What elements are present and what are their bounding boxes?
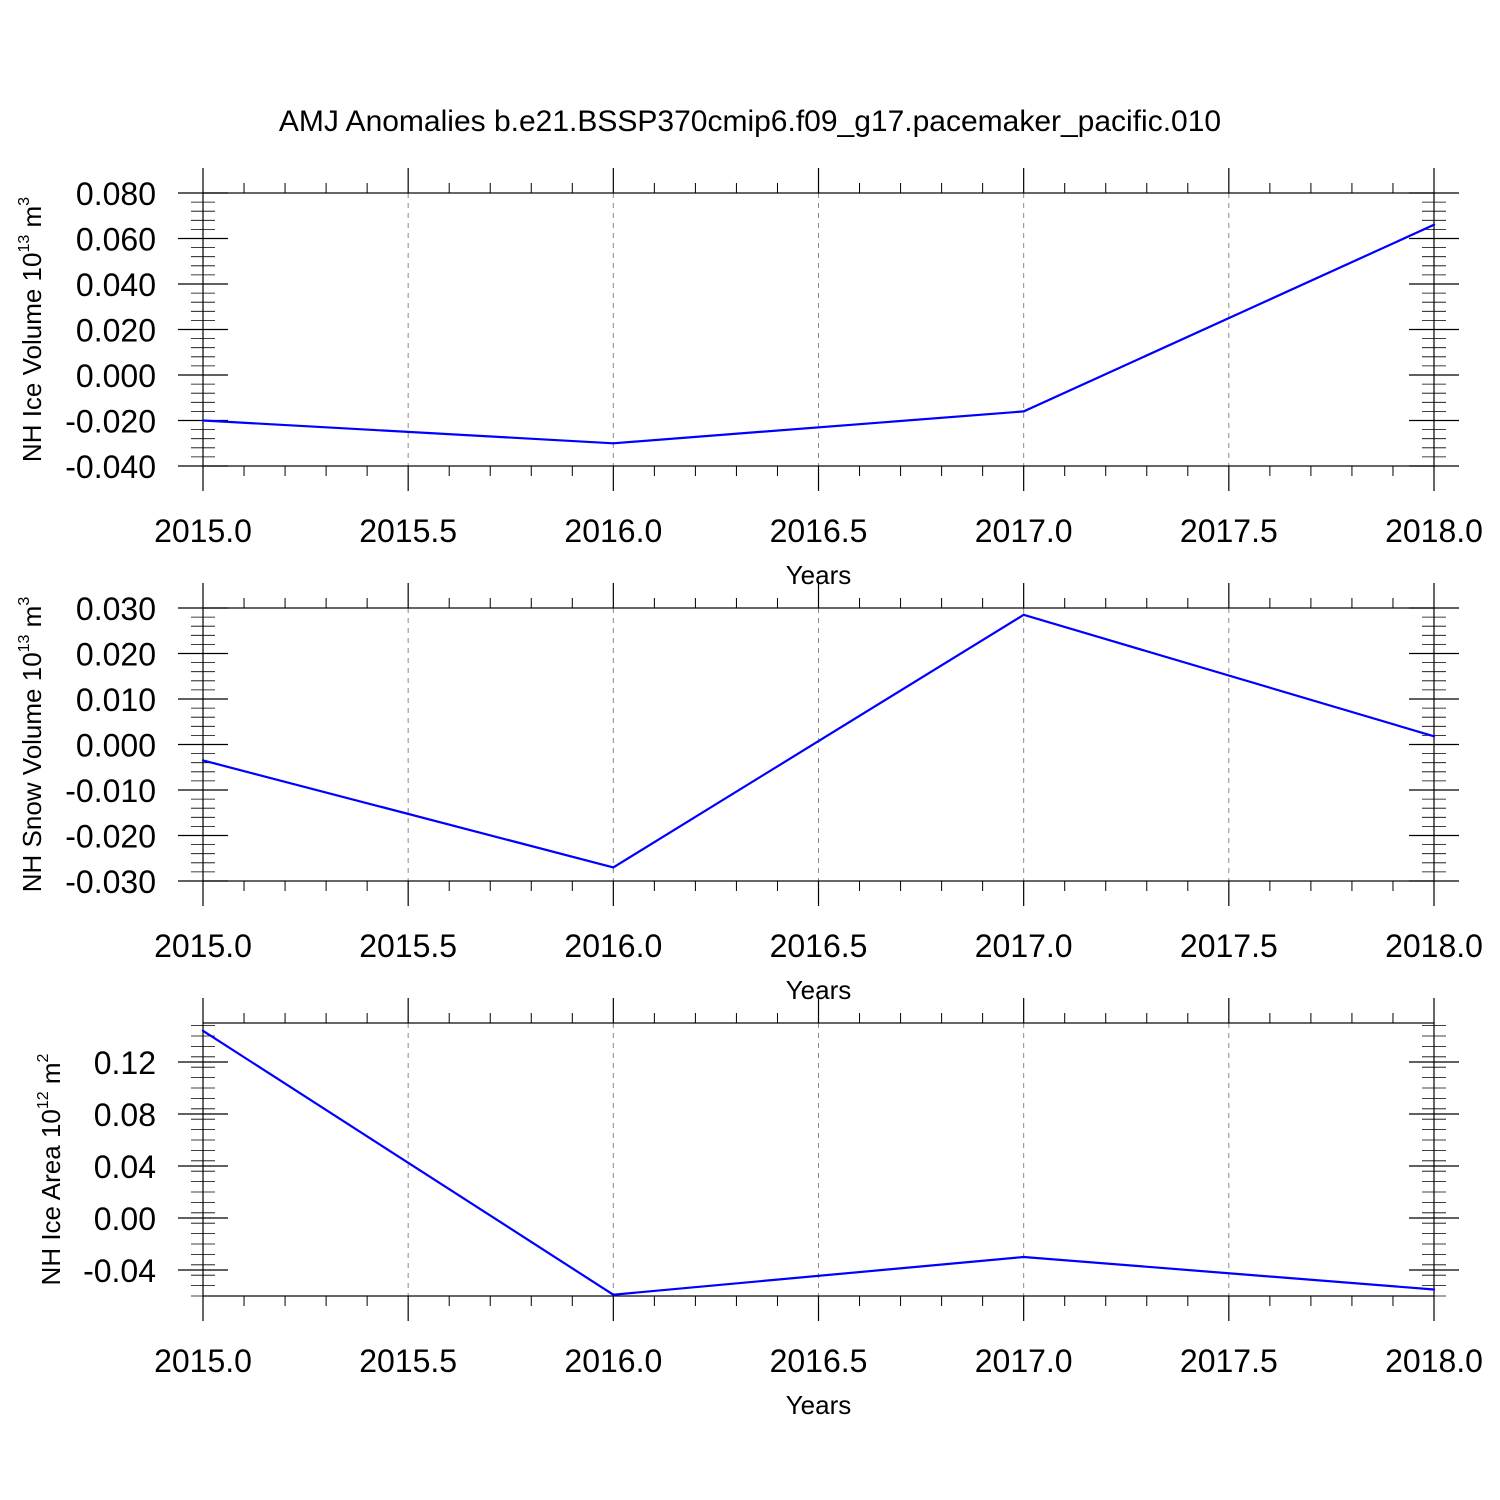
y-tick-label: -0.020 (65, 404, 156, 440)
y-axis-title-exponent: 12 (35, 1091, 52, 1109)
y-axis-title: NH Ice Volume 1013 m3 (16, 197, 47, 462)
y-tick-label: -0.010 (65, 773, 156, 809)
y-tick-label: 0.020 (76, 637, 156, 673)
x-tick-label: 2017.0 (975, 513, 1073, 549)
data-point (1022, 613, 1025, 617)
data-point (201, 419, 205, 422)
x-tick-label: 2017.5 (1180, 928, 1278, 964)
x-tick-label: 2016.5 (770, 928, 868, 964)
y-tick-label: 0.040 (76, 267, 156, 303)
x-tick-label: 2015.0 (154, 513, 252, 549)
data-point (1432, 223, 1436, 227)
x-tick-label: 2018.0 (1385, 513, 1483, 549)
y-axis-title-unit: m (17, 206, 47, 235)
data-point (1022, 410, 1025, 413)
y-tick-label: 0.08 (94, 1097, 156, 1133)
data-point (1022, 1255, 1025, 1259)
x-tick-label: 2016.5 (770, 1343, 868, 1379)
x-axis-title: Years (786, 1390, 852, 1420)
series-line (202, 613, 1435, 869)
x-tick-label: 2017.5 (1180, 1343, 1278, 1379)
y-tick-label: 0.030 (76, 591, 156, 627)
x-tick-label: 2017.5 (1180, 513, 1278, 549)
x-tick-label: 2016.0 (564, 1343, 662, 1379)
y-axis-title-text: NH Ice Volume 10 (17, 253, 47, 463)
data-point (1432, 1288, 1436, 1291)
y-tick-label: 0.000 (76, 358, 156, 394)
x-tick-label: 2015.0 (154, 928, 252, 964)
panel-3: 2015.0 2015.5 2016.0 2016.5 2017.0 2017.5 2018… (35, 998, 1483, 1420)
x-tick-label: 2015.5 (359, 928, 457, 964)
data-point (201, 759, 205, 762)
x-tick-label: 2016.0 (564, 513, 662, 549)
y-axis-title-unit: m (17, 606, 47, 635)
y-tick-label: -0.04 (83, 1253, 156, 1289)
x-tick-label: 2016.5 (770, 513, 868, 549)
y-axis-title-unit: m (36, 1062, 66, 1091)
y-tick-label: 0.020 (76, 313, 156, 349)
y-axis-title: NH Ice Area 1012 m2 (35, 1053, 66, 1285)
panel-1: 2015.0 2015.5 2016.0 2016.5 2017.0 2017.5 2018… (16, 168, 1483, 590)
x-tick-label: 2017.0 (975, 928, 1073, 964)
y-tick-label: 0.060 (76, 222, 156, 258)
x-tick-label: 2018.0 (1385, 928, 1483, 964)
x-tick-label: 2018.0 (1385, 1343, 1483, 1379)
x-tick-label: 2015.5 (359, 513, 457, 549)
y-tick-label: 0.00 (94, 1201, 156, 1237)
y-axis-title-text: NH Ice Area 10 (36, 1109, 66, 1285)
data-point (612, 1293, 615, 1296)
figure-title: AMJ Anomalies b.e21.BSSP370cmip6.f09_g17… (279, 105, 1221, 138)
y-tick-label: -0.040 (65, 449, 156, 485)
y-tick-label: 0.04 (94, 1149, 156, 1185)
data-point (612, 442, 615, 445)
panels: 2015.0 2015.5 2016.0 2016.5 2017.0 2017.5 2018… (16, 168, 1483, 1420)
panel-2: 2015.0 2015.5 2016.0 2016.5 2017.0 2017.5 2018… (16, 583, 1483, 1005)
data-point (1432, 735, 1436, 738)
y-axis-title-text: NH Snow Volume 10 (17, 652, 47, 892)
y-axis-title: NH Snow Volume 1013 m3 (16, 597, 47, 893)
y-axis-title-exponent: 13 (16, 235, 33, 253)
x-tick-label: 2015.0 (154, 1343, 252, 1379)
data-point (201, 1029, 205, 1033)
y-tick-label: 0.010 (76, 682, 156, 718)
y-tick-label: -0.020 (65, 819, 156, 855)
data-point (612, 866, 615, 869)
y-tick-label: -0.030 (65, 864, 156, 900)
y-axis-title-exponent: 13 (16, 634, 33, 652)
y-axis-title-unit-exponent: 3 (16, 197, 33, 206)
y-tick-label: 0.12 (94, 1045, 156, 1081)
y-tick-label: 0.000 (76, 728, 156, 764)
x-tick-label: 2017.0 (975, 1343, 1073, 1379)
series-line (202, 223, 1435, 445)
x-tick-label: 2016.0 (564, 928, 662, 964)
y-axis-title-unit-exponent: 3 (16, 597, 33, 606)
y-axis-title-unit-exponent: 2 (35, 1053, 52, 1062)
y-tick-label: 0.080 (76, 176, 156, 212)
series-line (202, 1029, 1435, 1296)
x-tick-label: 2015.5 (359, 1343, 457, 1379)
